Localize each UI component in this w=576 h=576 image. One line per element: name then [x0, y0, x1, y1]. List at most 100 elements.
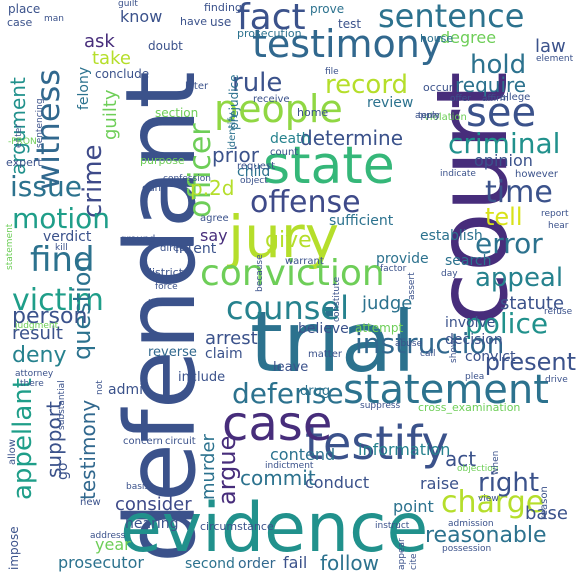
- word: evidence: [120, 489, 429, 568]
- word: time: [485, 175, 553, 210]
- word: convict: [465, 349, 516, 365]
- word: defense: [232, 377, 344, 410]
- word: circuit: [165, 436, 196, 447]
- word: house: [420, 32, 454, 45]
- word: motion: [12, 202, 111, 235]
- word: guilty: [100, 89, 121, 140]
- word: raise: [420, 474, 460, 493]
- word: appear: [397, 538, 407, 570]
- word: constitute: [332, 276, 342, 322]
- word: call: [420, 349, 436, 359]
- word: section: [155, 106, 199, 120]
- word: receive: [253, 94, 290, 105]
- word: year: [95, 535, 131, 554]
- word: possession: [442, 544, 492, 554]
- word: degree: [440, 28, 497, 47]
- word: people: [214, 87, 343, 131]
- word: allow: [7, 439, 18, 465]
- word: result: [12, 323, 63, 344]
- word: right: [478, 468, 540, 498]
- word: drive: [545, 375, 568, 385]
- word: attempt: [355, 321, 404, 335]
- word: statement: [5, 223, 15, 270]
- word: new: [80, 497, 101, 508]
- word: leave: [273, 360, 309, 375]
- word: child: [237, 164, 271, 180]
- word: address: [90, 531, 126, 541]
- word: error: [475, 227, 543, 260]
- word: place: [8, 2, 41, 16]
- word: cite: [409, 553, 419, 570]
- word: involve: [445, 315, 496, 331]
- word: have: [180, 15, 207, 28]
- word: admit: [108, 382, 149, 398]
- word: information: [358, 440, 451, 459]
- word: statute: [500, 293, 565, 314]
- word: purpose: [140, 154, 185, 167]
- word: conclude: [95, 67, 150, 81]
- word: reasonable: [425, 523, 547, 548]
- word: opinion: [474, 151, 533, 170]
- word: know: [120, 7, 163, 26]
- word: statement: [343, 367, 549, 413]
- word: fail: [283, 553, 308, 572]
- word: instruct: [375, 521, 410, 531]
- word: issue: [10, 170, 82, 203]
- word: trial: [250, 293, 416, 391]
- word: see: [466, 90, 537, 136]
- word: testimony: [252, 22, 443, 66]
- word: follow: [320, 551, 379, 575]
- word: testimony: [76, 399, 100, 500]
- word: verdict: [43, 229, 92, 245]
- word: decision: [445, 332, 503, 348]
- word: instruction: [355, 327, 505, 360]
- word: apply: [415, 111, 440, 121]
- word: conviction: [200, 253, 385, 294]
- word: record: [325, 70, 409, 100]
- word: reason: [539, 486, 550, 520]
- word: later: [185, 81, 209, 92]
- word: district: [145, 266, 184, 279]
- word: guilt: [118, 0, 138, 9]
- word: counsel: [226, 289, 349, 327]
- word: person: [12, 304, 88, 329]
- word: because: [255, 254, 265, 292]
- word: offer: [450, 94, 471, 104]
- word: confession: [163, 174, 211, 184]
- word: warrant: [285, 256, 324, 267]
- word: impose: [7, 526, 21, 570]
- word: provide: [376, 251, 429, 267]
- word: offense: [250, 185, 361, 220]
- word: search: [445, 253, 492, 269]
- word: prior: [212, 143, 259, 167]
- word: base: [525, 503, 568, 524]
- word: violation: [424, 112, 467, 123]
- word: review: [367, 95, 414, 111]
- word: indicate: [440, 169, 476, 179]
- word: kill: [55, 243, 68, 253]
- word: doubt: [148, 39, 183, 53]
- word: plea: [465, 372, 485, 382]
- word: hearing: [125, 516, 179, 532]
- word: deny: [12, 343, 67, 368]
- word: state: [263, 136, 395, 196]
- word: count: [270, 147, 299, 158]
- word: act: [445, 447, 477, 471]
- word: police: [465, 307, 549, 340]
- word: hold: [470, 50, 527, 80]
- word: order: [238, 556, 276, 572]
- word: ask: [84, 31, 115, 52]
- word: fact: [237, 0, 306, 38]
- word: cross_examination: [418, 401, 521, 414]
- word: man: [44, 14, 64, 24]
- word: sentence: [378, 0, 525, 35]
- word: prosecution: [237, 27, 302, 40]
- word: contend: [270, 445, 336, 464]
- word: establish: [420, 228, 483, 244]
- word: tell: [485, 203, 523, 231]
- word: prosecutor: [58, 553, 144, 572]
- word: -PRON-: [8, 137, 40, 147]
- word: attorney: [15, 369, 54, 379]
- word: circumstance: [200, 520, 274, 533]
- word: judge: [362, 293, 413, 314]
